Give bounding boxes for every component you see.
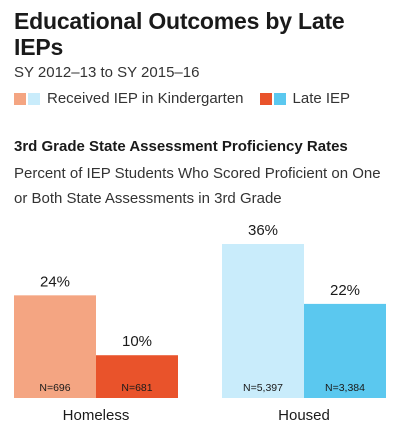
legend-swatch-housed-kindergarten [28, 92, 40, 105]
bar-housed-late [304, 303, 386, 398]
bar-homeless-late [96, 355, 178, 398]
category-label-housed: Housed [278, 407, 330, 424]
legend-item-kindergarten: Received IEP in Kindergarten [14, 90, 244, 107]
bar-homeless-kindergarten [14, 295, 96, 398]
page-title: Educational Outcomes by Late IEPs [14, 8, 345, 60]
legend-item-late: Late IEP [259, 90, 351, 107]
n-label-housed-late: N=3,384 [325, 382, 365, 394]
legend-swatch-homeless-late [259, 92, 272, 105]
value-label-housed-kindergarten: 36% [248, 222, 278, 239]
page-subtitle: SY 2012–13 to SY 2015–16 [14, 64, 200, 81]
value-label-homeless-kindergarten: 24% [40, 273, 70, 290]
n-label-homeless-late: N=681 [121, 382, 152, 394]
legend-label-kindergarten: Received IEP in Kindergarten [47, 90, 244, 107]
legend: Received IEP in Kindergarten Late IEP [14, 90, 350, 107]
chart-title: 3rd Grade State Assessment Proficiency R… [14, 138, 348, 155]
value-label-homeless-late: 10% [122, 333, 152, 350]
n-label-homeless-kindergarten: N=696 [39, 382, 70, 394]
value-label-housed-late: 22% [330, 282, 360, 299]
n-label-housed-kindergarten: N=5,397 [243, 382, 283, 394]
chart-subtitle: Percent of IEP Students Who Scored Profi… [14, 165, 381, 207]
legend-swatch-homeless-kindergarten [14, 92, 26, 105]
legend-label-late: Late IEP [292, 90, 351, 107]
legend-swatch-housed-late [273, 92, 286, 105]
category-label-homeless: Homeless [63, 407, 130, 424]
bar-housed-kindergarten [222, 244, 304, 398]
